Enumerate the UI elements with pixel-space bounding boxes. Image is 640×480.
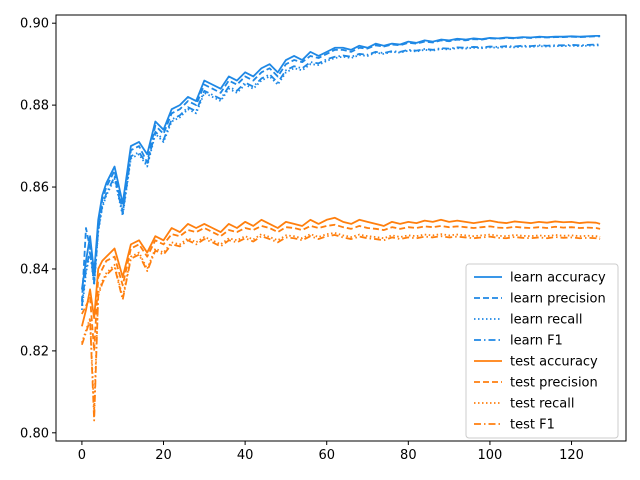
legend-label-test-f1: test F1	[510, 418, 555, 433]
series-line-learn-f1	[81, 43, 601, 306]
y-tick-label: 0.82	[20, 344, 49, 359]
legend-label-test-accuracy: test accuracy	[510, 355, 598, 370]
x-axis: 0 20 40 60 80 100 120	[78, 441, 584, 463]
series-line-test-f1	[81, 234, 601, 422]
y-tick-label: 0.86	[20, 181, 49, 196]
legend-label-learn-recall: learn recall	[510, 313, 582, 328]
legend-label-test-precision: test precision	[510, 376, 598, 391]
legend-box	[465, 263, 619, 439]
x-tick-label: 60	[318, 448, 335, 463]
x-tick-label: 120	[559, 448, 584, 463]
series-line-test-accuracy	[81, 216, 601, 327]
legend-label-test-recall: test recall	[510, 397, 575, 412]
x-tick-label: 100	[478, 448, 503, 463]
legend-label-learn-f1: learn F1	[510, 334, 563, 349]
series-line-test-precision	[81, 223, 601, 352]
legend: learn accuracy learn precision learn recal…	[465, 263, 619, 439]
legend-label-learn-accuracy: learn accuracy	[510, 271, 606, 286]
plot-frame	[55, 14, 627, 442]
y-tick-label: 0.80	[20, 426, 49, 441]
legend-label-learn-precision: learn precision	[510, 292, 606, 307]
y-tick-label: 0.84	[20, 262, 49, 277]
x-tick-label: 80	[400, 448, 417, 463]
y-tick-label: 0.90	[20, 17, 49, 32]
x-tick-label: 20	[155, 448, 172, 463]
y-tick-label: 0.88	[20, 99, 49, 114]
series-layer	[81, 34, 601, 422]
series-line-learn-precision	[81, 35, 601, 302]
x-tick-label: 40	[237, 448, 254, 463]
series-line-test-recall	[81, 232, 601, 414]
y-axis: 0.80 0.82 0.84 0.86 0.88 0.90	[20, 17, 56, 441]
x-tick-label: 0	[78, 448, 86, 463]
